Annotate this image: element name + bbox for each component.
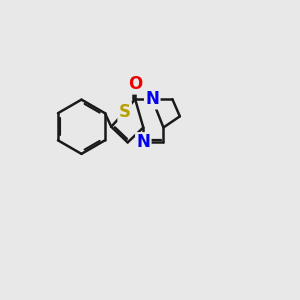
Text: S: S	[119, 103, 131, 121]
Text: N: N	[136, 134, 150, 152]
Text: O: O	[128, 75, 142, 93]
Text: N: N	[145, 90, 159, 108]
